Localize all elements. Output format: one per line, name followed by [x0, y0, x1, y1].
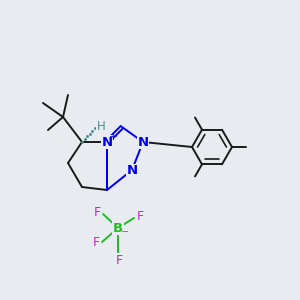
Text: N: N	[137, 136, 148, 148]
Text: N: N	[101, 136, 112, 148]
Text: F: F	[93, 206, 100, 218]
Text: −: −	[121, 227, 129, 237]
Text: N: N	[126, 164, 138, 178]
Text: F: F	[92, 236, 100, 250]
Text: F: F	[116, 254, 123, 266]
Text: F: F	[136, 209, 144, 223]
Text: B: B	[113, 221, 123, 235]
Text: +: +	[109, 132, 117, 142]
Text: H: H	[97, 119, 105, 133]
